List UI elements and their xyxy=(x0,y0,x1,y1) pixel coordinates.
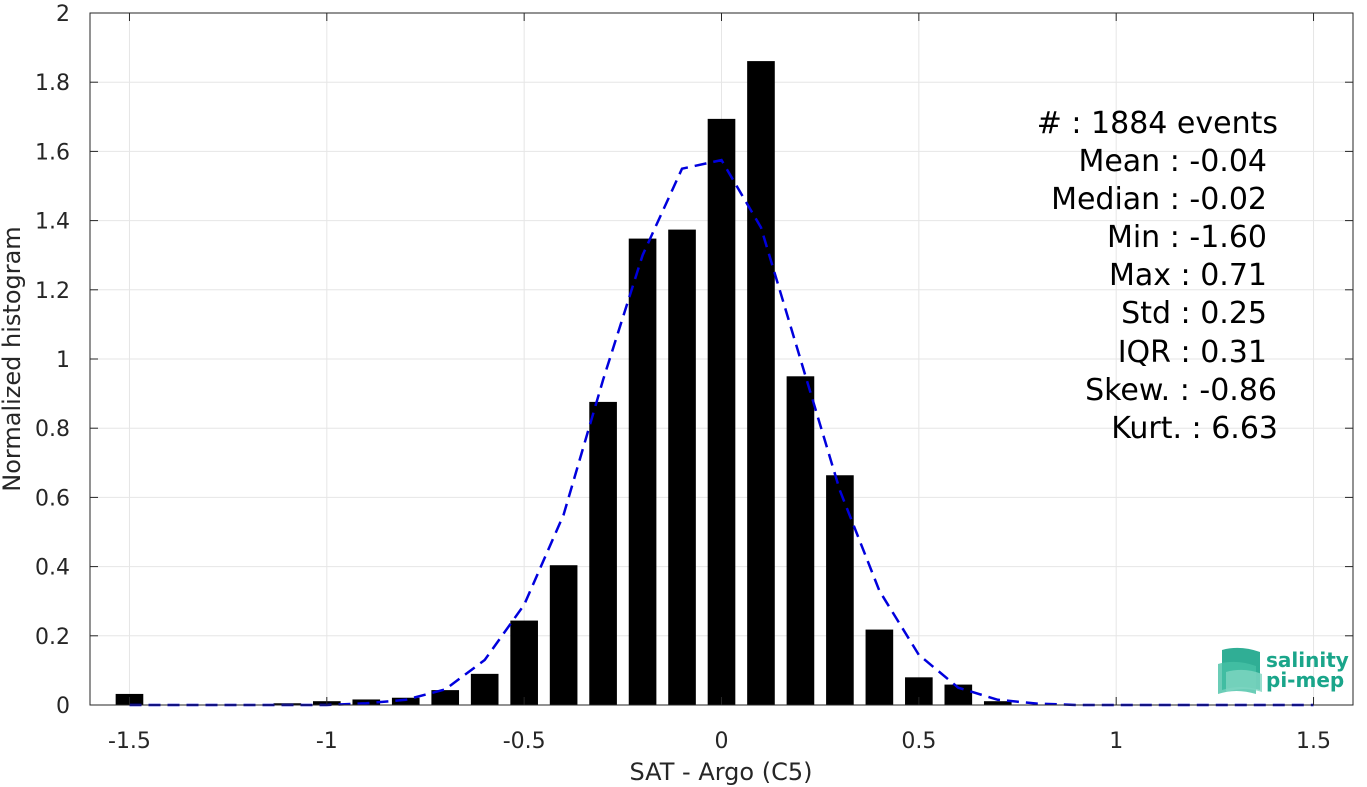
bar xyxy=(549,565,578,705)
stat-std: Std : 0.25 xyxy=(1121,296,1267,331)
bar xyxy=(628,238,657,706)
bar xyxy=(391,697,420,705)
logo-waves-icon xyxy=(1218,647,1262,694)
bar xyxy=(865,629,894,705)
stat-mean: Mean : -0.04 xyxy=(1078,144,1267,179)
stat-skew: Skew. : -0.86 xyxy=(1085,373,1277,408)
logo-text-line1: salinity xyxy=(1266,648,1349,672)
y-tick-label: 0 xyxy=(56,694,70,719)
y-tick-label: 1.2 xyxy=(35,279,70,304)
bar xyxy=(786,376,815,705)
bar-series xyxy=(115,61,1012,706)
x-axis-ticks: -1.5 -1 -0.5 0 0.5 1 1.5 xyxy=(108,13,1331,754)
logo-text-line2: pi-mep xyxy=(1266,668,1344,692)
y-tick-label: 1 xyxy=(56,348,70,373)
bar xyxy=(470,673,499,705)
y-axis-label: Normalized histogram xyxy=(0,226,26,491)
stats-annotation: # : 1884 events Mean : -0.04 Median : -0… xyxy=(1037,106,1278,446)
stat-max: Max : 0.71 xyxy=(1109,258,1267,293)
x-tick-label: 1.5 xyxy=(1296,729,1331,754)
y-tick-label: 2 xyxy=(56,2,70,27)
y-tick-label: 1.6 xyxy=(35,140,70,165)
bar xyxy=(826,475,854,705)
x-tick-label: 0.5 xyxy=(901,729,936,754)
bar xyxy=(668,229,696,705)
y-tick-label: 0.6 xyxy=(35,486,70,511)
stat-kurt: Kurt. : 6.63 xyxy=(1111,411,1278,446)
bar xyxy=(707,118,736,706)
x-tick-label: -1.5 xyxy=(108,729,151,754)
x-axis-label: SAT - Argo (C5) xyxy=(630,758,813,786)
y-tick-label: 1.8 xyxy=(35,71,70,96)
stat-iqr: IQR : 0.31 xyxy=(1118,335,1267,370)
bar xyxy=(431,690,460,705)
x-tick-label: 1 xyxy=(1109,729,1123,754)
y-tick-label: 1.4 xyxy=(35,210,70,235)
x-tick-label: -0.5 xyxy=(503,729,546,754)
stat-min: Min : -1.60 xyxy=(1107,220,1267,255)
stat-events: # : 1884 events xyxy=(1037,106,1278,141)
y-tick-label: 0.8 xyxy=(35,417,70,442)
bar xyxy=(510,620,538,705)
y-axis-ticks: 0 0.2 0.4 0.6 0.8 1 1.2 1.4 1.6 1.8 2 xyxy=(35,2,1353,719)
y-tick-label: 0.4 xyxy=(35,556,70,581)
x-tick-label: 0 xyxy=(715,729,729,754)
bar xyxy=(944,684,973,705)
bar xyxy=(589,401,617,705)
bar xyxy=(983,701,1012,705)
stat-median: Median : -0.02 xyxy=(1051,182,1267,217)
x-tick-label: -1 xyxy=(316,729,338,754)
y-tick-label: 0.2 xyxy=(35,625,70,650)
salinity-pi-mep-logo: salinity pi-mep xyxy=(1218,647,1349,694)
bar xyxy=(747,61,775,706)
